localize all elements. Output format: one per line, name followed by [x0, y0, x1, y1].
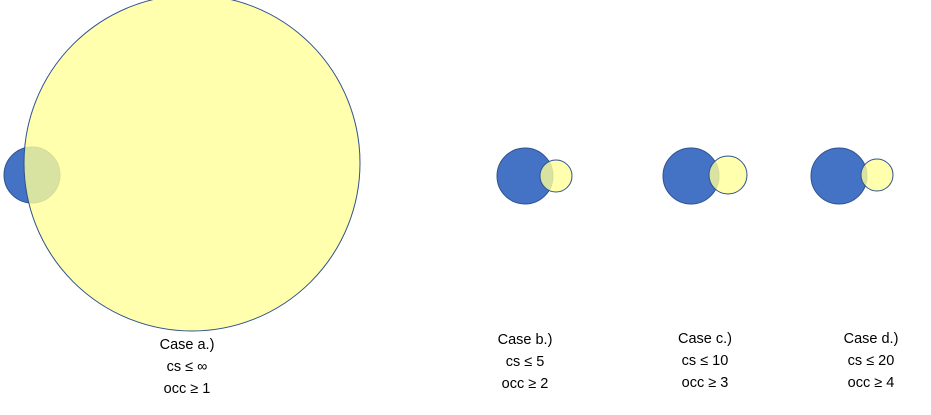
case-b-occ: occ ≥ 2 [455, 373, 595, 395]
case-d-cs: cs ≤ 20 [801, 350, 931, 372]
case-d-title: Case d.) [801, 328, 931, 350]
case-a-diagram [4, 0, 360, 331]
case-b-yellow-circle [540, 160, 572, 192]
case-c-occ: occ ≥ 3 [635, 372, 775, 394]
case-b-diagram [497, 148, 572, 204]
case-b-label: Case b.) cs ≤ 5 occ ≥ 2 [455, 329, 595, 395]
case-a-occ: occ ≥ 1 [117, 378, 257, 400]
case-c-yellow-circle [709, 156, 747, 194]
case-c-diagram [663, 148, 747, 204]
case-d-diagram [811, 148, 893, 204]
case-d-yellow-circle [861, 159, 893, 191]
case-a-yellow-circle [24, 0, 360, 331]
case-d-blue-circle [811, 148, 867, 204]
case-d-occ: occ ≥ 4 [801, 372, 931, 394]
case-c-label: Case c.) cs ≤ 10 occ ≥ 3 [635, 328, 775, 394]
case-a-cs: cs ≤ ∞ [117, 356, 257, 378]
case-a-label: Case a.) cs ≤ ∞ occ ≥ 1 [117, 334, 257, 400]
case-b-cs: cs ≤ 5 [455, 351, 595, 373]
case-c-cs: cs ≤ 10 [635, 350, 775, 372]
case-a-title: Case a.) [117, 334, 257, 356]
case-d-label: Case d.) cs ≤ 20 occ ≥ 4 [801, 328, 931, 394]
case-c-title: Case c.) [635, 328, 775, 350]
case-b-title: Case b.) [455, 329, 595, 351]
